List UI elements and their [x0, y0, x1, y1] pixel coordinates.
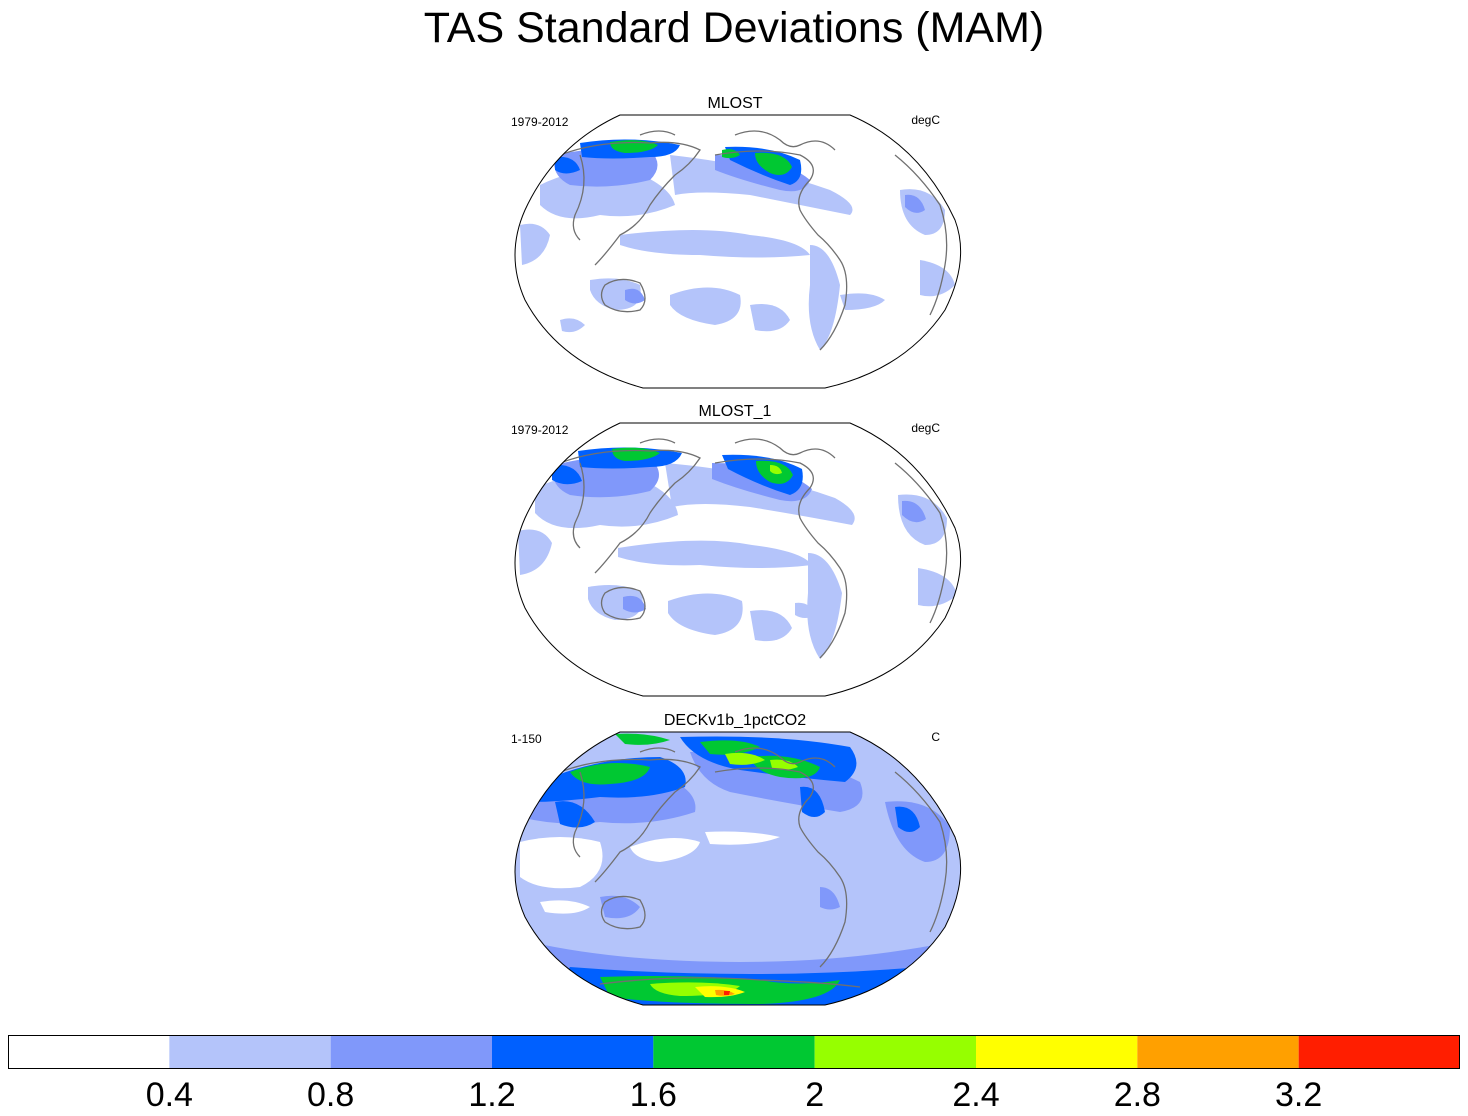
map-panel-mlost: MLOST 1979-2012 degC [500, 95, 970, 395]
panel-units: degC [911, 113, 940, 127]
panel-title: DECKv1b_1pctCO2 [663, 712, 807, 729]
panel-period: 1979-2012 [511, 115, 569, 129]
map-panel-mlost-1: MLOST_1 1979-2012 degC [500, 403, 970, 703]
colorbar-segment [492, 1035, 654, 1069]
colorbar-tick-label: 2.8 [1113, 1076, 1161, 1114]
colorbar-segment [330, 1035, 492, 1069]
colorbar-tick-label: 2 [805, 1076, 825, 1114]
panel-title: MLOST [707, 95, 763, 112]
colorbar-segment [1298, 1035, 1460, 1069]
map-mlost-1 [514, 422, 962, 697]
colorbar-tick-label: 0.4 [145, 1076, 193, 1114]
panel-title: MLOST_1 [698, 403, 772, 420]
colorbar-tick-label: 0.8 [307, 1076, 355, 1114]
colorbar-segment [814, 1035, 976, 1069]
page-title: TAS Standard Deviations (MAM) [423, 4, 1045, 52]
colorbar-segment [653, 1035, 815, 1069]
colorbar-tick-label: 3.2 [1275, 1076, 1323, 1114]
colorbar-border [8, 1035, 1460, 1069]
colorbar-segment [1137, 1035, 1299, 1069]
colorbar-tick-label: 2.4 [952, 1076, 1000, 1114]
panel-period: 1979-2012 [511, 423, 569, 437]
panel-period: 1-150 [511, 732, 542, 746]
map-mlost [514, 114, 962, 389]
map-deckv1b-1pctco2 [514, 731, 962, 1006]
panel-units: degC [911, 421, 940, 435]
map-panel-deckv1b-1pctco2: DECKv1b_1pctCO2 1-150 C [500, 712, 970, 1012]
panel-units: C [931, 730, 940, 744]
colorbar-segment [169, 1035, 331, 1069]
colorbar-tick-label: 1.6 [629, 1076, 677, 1114]
colorbar-segment [976, 1035, 1138, 1069]
colorbar-tick-label: 1.2 [468, 1076, 516, 1114]
colorbar [8, 1035, 1460, 1069]
colorbar-segment [8, 1035, 170, 1069]
